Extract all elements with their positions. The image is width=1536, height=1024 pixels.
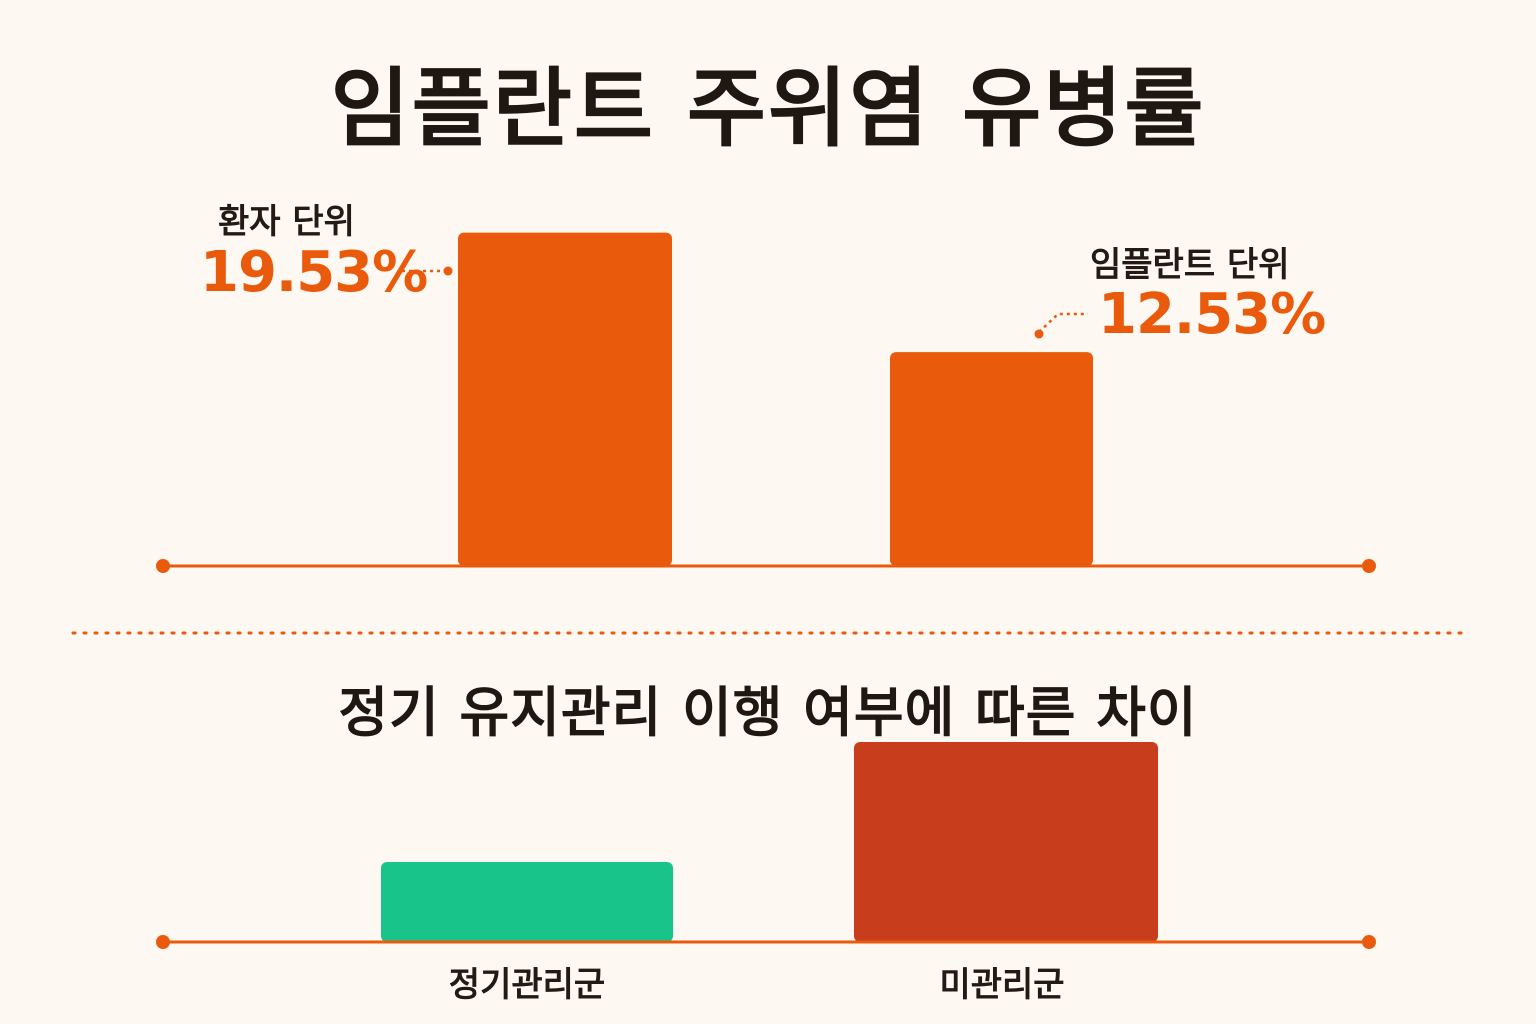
bar-group-1 [854, 742, 1158, 942]
axis-2-end-dot [1362, 935, 1376, 949]
leader-dot-implant [1034, 329, 1044, 339]
bar-label-implant: 임플란트 단위 [1090, 245, 1290, 285]
axis-2-start-dot [156, 935, 170, 949]
page-title: 임플란트 주위염 유병률 [330, 59, 1206, 159]
bar-1 [890, 352, 1093, 566]
bar-group-0 [381, 862, 673, 942]
bar-label-patient: 환자 단위 [218, 202, 355, 242]
bar-value-patient: 19.53% [200, 240, 428, 305]
leader-line-implant [1038, 312, 1088, 333]
category-label-unmanaged: 미관리군 [939, 965, 1065, 1005]
category-label-regular: 정기관리군 [448, 965, 606, 1005]
axis-1-start-dot [156, 559, 170, 573]
chart-2-title: 정기 유지관리 이행 여부에 따른 차이 [338, 681, 1198, 744]
leader-dot-patient [443, 266, 453, 276]
axis-1-end-dot [1362, 559, 1376, 573]
bar-0 [458, 232, 672, 566]
bar-value-implant: 12.53% [1098, 282, 1326, 347]
